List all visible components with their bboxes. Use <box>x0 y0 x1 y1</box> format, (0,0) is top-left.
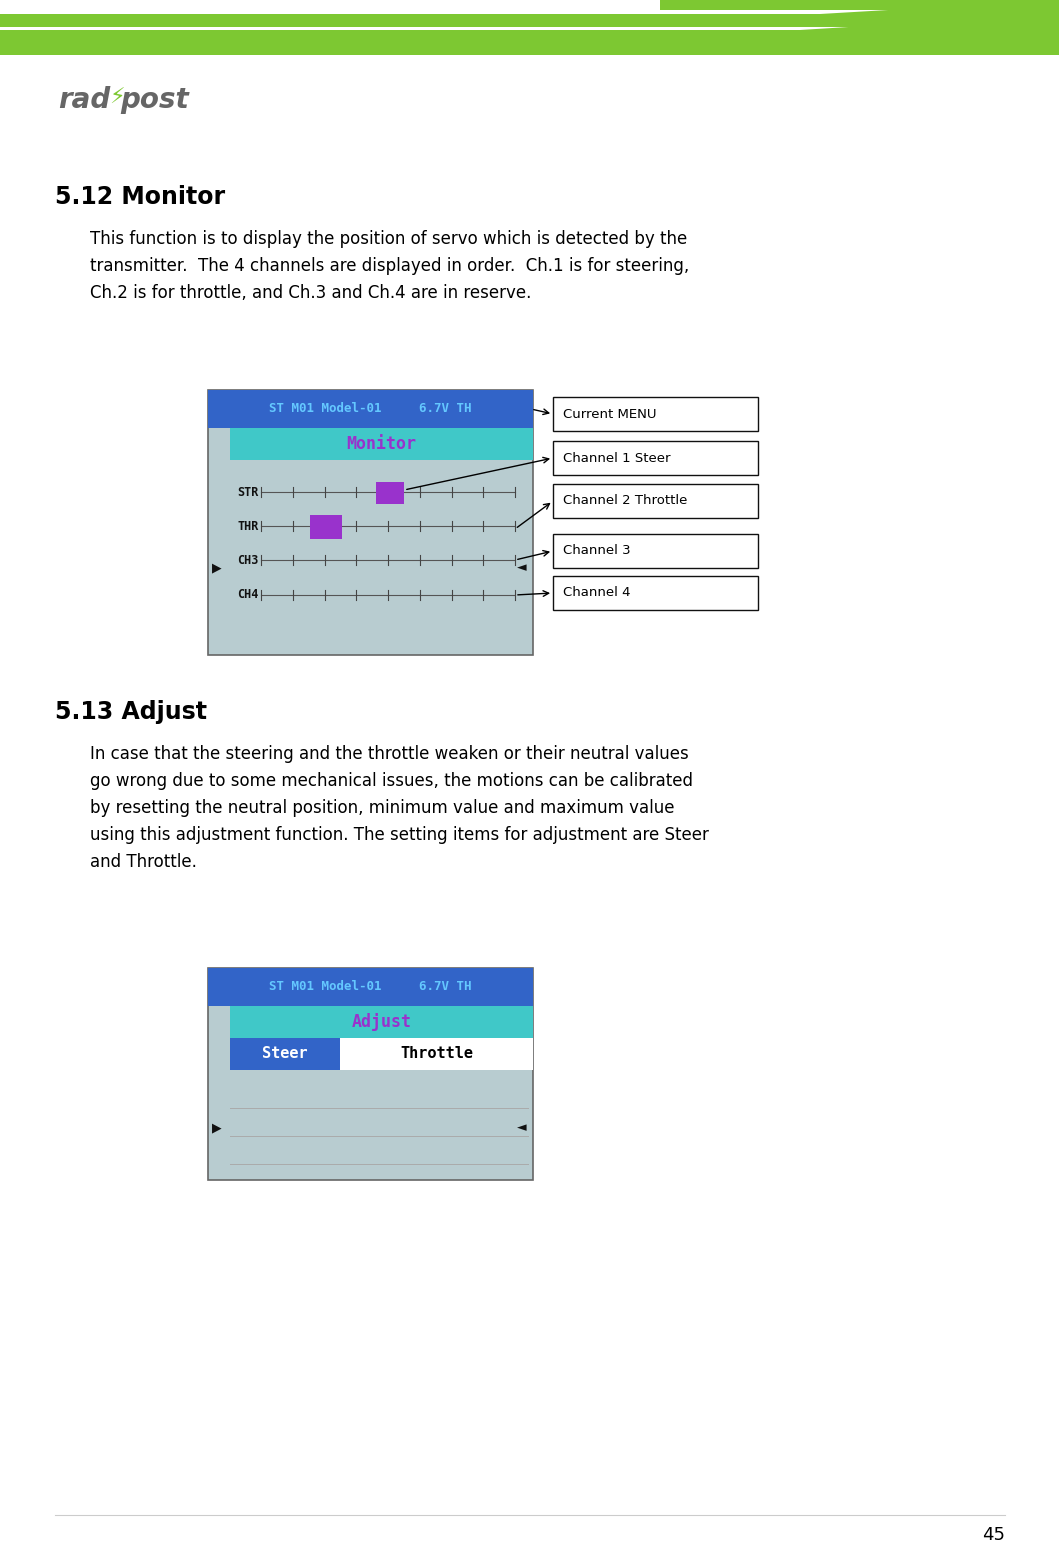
Text: post: post <box>120 86 189 114</box>
Bar <box>208 969 533 1180</box>
Bar <box>208 969 533 1006</box>
Bar <box>553 397 758 431</box>
Bar <box>553 575 758 610</box>
Text: 45: 45 <box>982 1525 1005 1544</box>
Bar <box>553 484 758 518</box>
Text: ⚡: ⚡ <box>109 89 125 107</box>
Text: Current MENU: Current MENU <box>563 407 657 420</box>
Text: Steer: Steer <box>263 1047 308 1062</box>
Text: In case that the steering and the throttle weaken or their neutral values: In case that the steering and the thrott… <box>90 745 688 764</box>
Text: ▶: ▶ <box>212 561 221 574</box>
Polygon shape <box>0 30 1059 54</box>
Text: ◄: ◄ <box>517 1121 526 1135</box>
Text: Channel 1 Steer: Channel 1 Steer <box>563 451 670 465</box>
Text: Monitor: Monitor <box>346 435 416 453</box>
Bar <box>553 442 758 474</box>
Text: and Throttle.: and Throttle. <box>90 854 197 871</box>
Text: Channel 2 Throttle: Channel 2 Throttle <box>563 494 687 507</box>
Text: Throttle: Throttle <box>400 1047 473 1062</box>
Text: go wrong due to some mechanical issues, the motions can be calibrated: go wrong due to some mechanical issues, … <box>90 771 693 790</box>
Bar <box>208 390 533 655</box>
Text: CH3: CH3 <box>237 554 259 566</box>
Text: Ch.2 is for throttle, and Ch.3 and Ch.4 are in reserve.: Ch.2 is for throttle, and Ch.3 and Ch.4 … <box>90 285 532 302</box>
Polygon shape <box>820 0 1059 14</box>
Text: Channel 4: Channel 4 <box>563 586 630 600</box>
Text: STR: STR <box>237 485 259 499</box>
Bar <box>553 533 758 568</box>
Bar <box>230 1006 533 1039</box>
Text: transmitter.  The 4 channels are displayed in order.  Ch.1 is for steering,: transmitter. The 4 channels are displaye… <box>90 257 689 275</box>
Text: This function is to display the position of servo which is detected by the: This function is to display the position… <box>90 230 687 247</box>
Text: ST M01 Model-01     6.7V TH: ST M01 Model-01 6.7V TH <box>269 981 471 994</box>
Text: by resetting the neutral position, minimum value and maximum value: by resetting the neutral position, minim… <box>90 799 675 816</box>
Polygon shape <box>0 14 1059 26</box>
Bar <box>376 482 403 504</box>
Text: rad: rad <box>58 86 110 114</box>
Text: Channel 3: Channel 3 <box>563 544 630 558</box>
Bar <box>230 1039 533 1070</box>
Bar <box>230 1039 340 1070</box>
Text: 5.12 Monitor: 5.12 Monitor <box>55 185 226 208</box>
Text: ST M01 Model-01     6.7V TH: ST M01 Model-01 6.7V TH <box>269 403 471 415</box>
Text: ▶: ▶ <box>212 1121 221 1135</box>
Text: 5.13 Adjust: 5.13 Adjust <box>55 700 207 725</box>
Text: Adjust: Adjust <box>352 1012 412 1031</box>
Bar <box>230 428 533 460</box>
Text: THR: THR <box>237 519 259 532</box>
Text: ◄: ◄ <box>517 561 526 574</box>
Polygon shape <box>660 0 1059 9</box>
Text: CH4: CH4 <box>237 588 259 602</box>
Bar <box>310 515 342 540</box>
Bar <box>208 390 533 428</box>
Polygon shape <box>800 14 1059 30</box>
Text: using this adjustment function. The setting items for adjustment are Steer: using this adjustment function. The sett… <box>90 826 708 844</box>
